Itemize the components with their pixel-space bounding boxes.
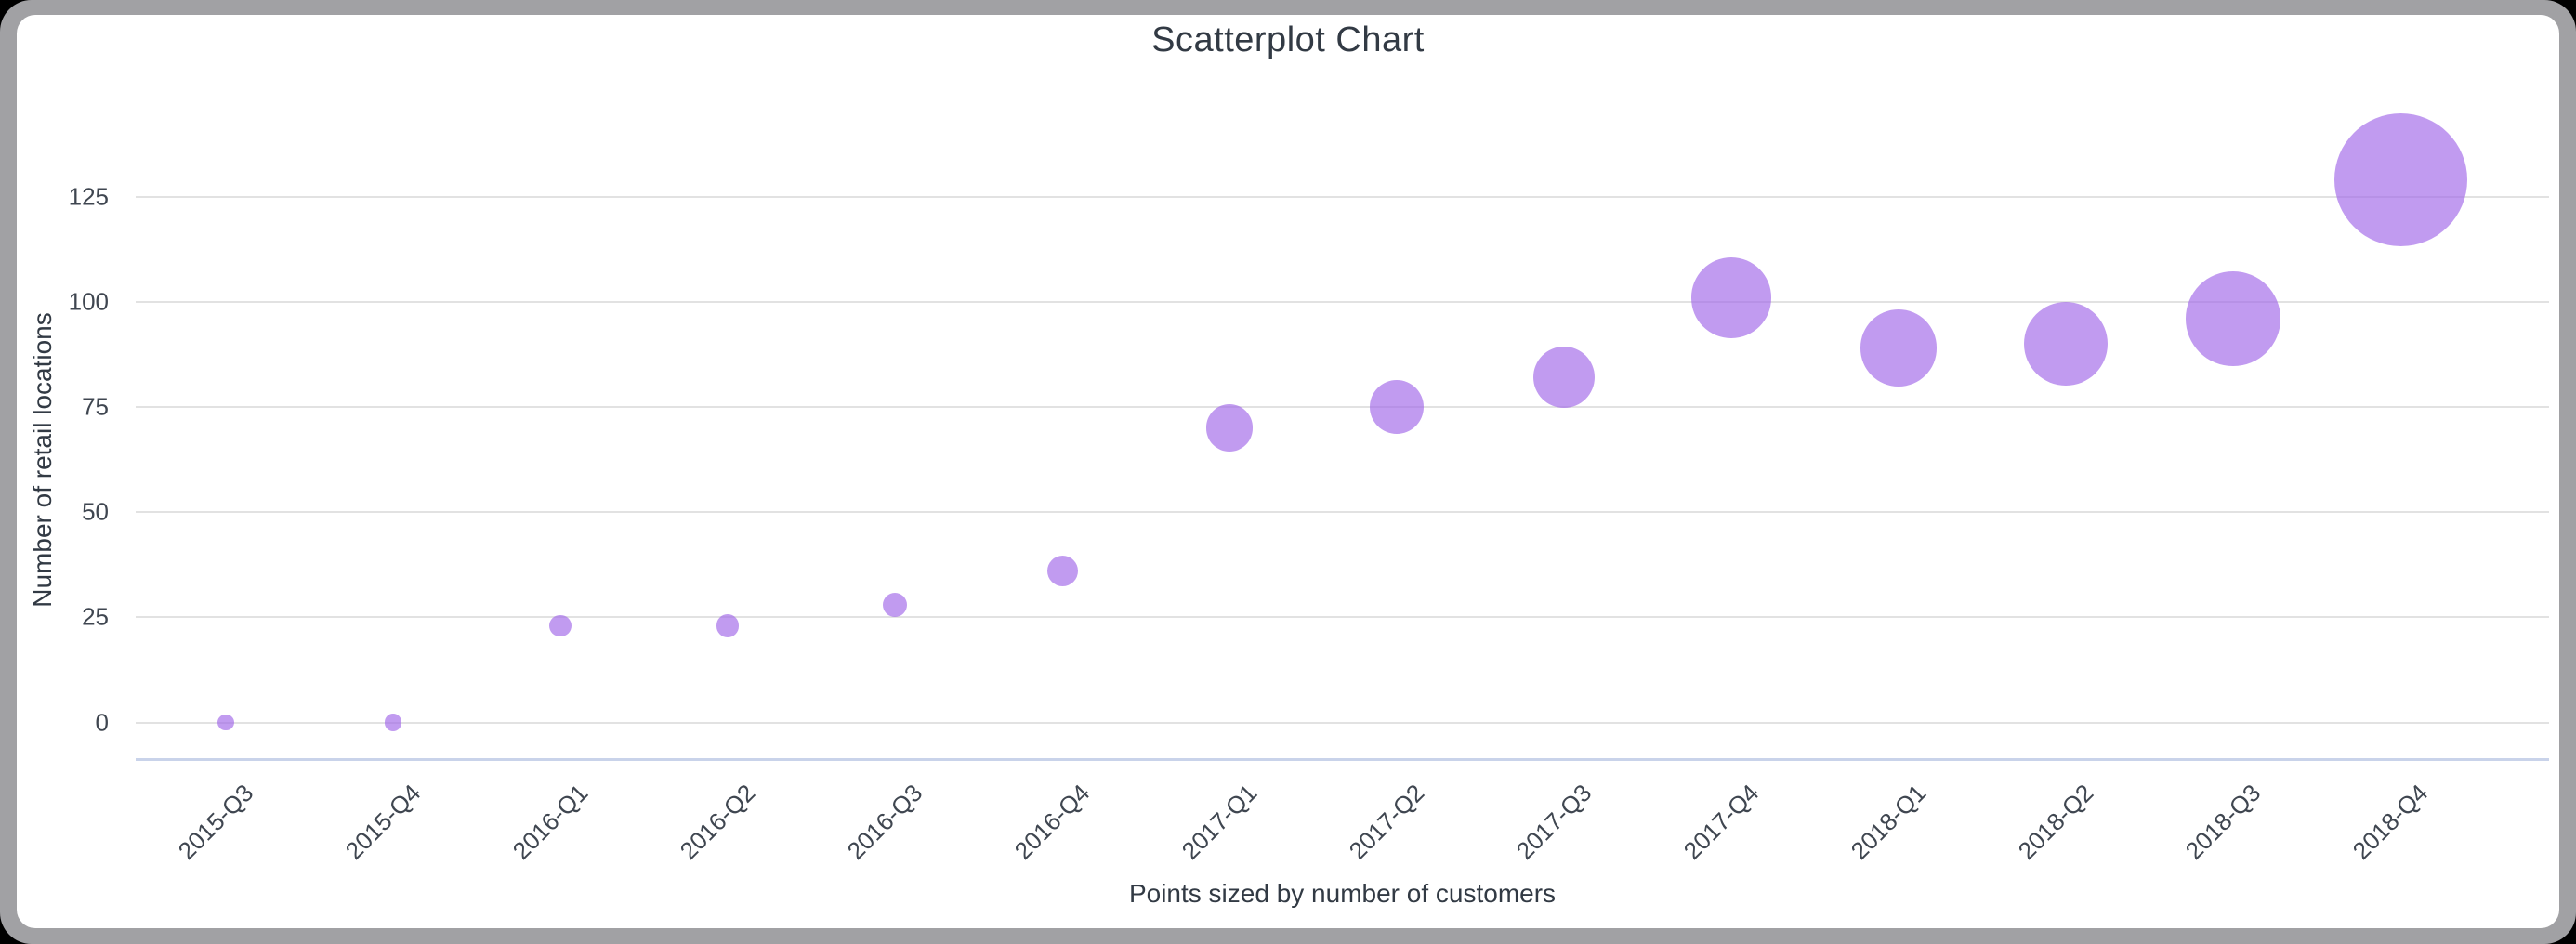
y-tick-label-0: 0 (95, 708, 109, 736)
x-tick-label-2016-Q3: 2016-Q3 (841, 779, 928, 865)
gridline-y-50 (136, 511, 2549, 514)
x-tick-label-2016-Q2: 2016-Q2 (674, 779, 761, 865)
data-point-2018-Q3[interactable] (2186, 271, 2280, 366)
y-tick-label-50: 50 (82, 497, 109, 526)
x-tick-label-2017-Q1: 2017-Q1 (1176, 779, 1263, 865)
data-point-2017-Q4[interactable] (1690, 257, 1772, 338)
x-tick-label-2017-Q2: 2017-Q2 (1343, 779, 1430, 865)
gridline-y-0 (136, 721, 2549, 724)
x-tick-label-2017-Q4: 2017-Q4 (1677, 779, 1765, 865)
x-axis-line (136, 758, 2549, 761)
y-tick-label-75: 75 (82, 392, 109, 421)
data-point-2018-Q2[interactable] (2023, 301, 2109, 387)
x-axis-title: Points sized by number of customers (1128, 879, 1557, 908)
gridline-y-125 (136, 195, 2549, 198)
gridline-y-25 (136, 616, 2549, 619)
y-tick-label-100: 100 (68, 287, 109, 316)
x-tick-label-2018-Q3: 2018-Q3 (2179, 779, 2267, 865)
x-tick-label-2015-Q4: 2015-Q4 (339, 779, 427, 865)
chart-canvas (17, 15, 2559, 928)
y-tick-label-125: 125 (68, 182, 109, 211)
x-tick-label-2018-Q2: 2018-Q2 (2012, 779, 2099, 865)
data-point-2017-Q3[interactable] (1533, 347, 1595, 409)
data-point-2015-Q3[interactable] (217, 714, 234, 731)
data-point-2018-Q1[interactable] (1860, 309, 1938, 387)
data-point-2016-Q3[interactable] (883, 592, 907, 617)
x-tick-label-2015-Q3: 2015-Q3 (172, 779, 259, 865)
x-tick-label-2016-Q4: 2016-Q4 (1008, 779, 1096, 865)
x-tick-label-2018-Q4: 2018-Q4 (2346, 779, 2434, 865)
y-tick-label-25: 25 (82, 602, 109, 631)
data-point-2015-Q4[interactable] (384, 714, 402, 731)
x-tick-label-2016-Q1: 2016-Q1 (506, 779, 594, 865)
data-point-2016-Q2[interactable] (716, 614, 740, 637)
data-point-2016-Q1[interactable] (549, 614, 572, 637)
data-point-2016-Q4[interactable] (1046, 556, 1078, 587)
data-point-2018-Q4[interactable] (2333, 113, 2467, 247)
gridline-y-100 (136, 300, 2549, 303)
y-axis-title: Number of retail locations (28, 311, 57, 608)
x-tick-label-2018-Q1: 2018-Q1 (1845, 779, 1932, 865)
x-tick-label-2017-Q3: 2017-Q3 (1510, 779, 1597, 865)
data-point-2017-Q2[interactable] (1370, 380, 1424, 435)
data-point-2017-Q1[interactable] (1205, 404, 1254, 452)
chart-title: Scatterplot Chart (1151, 20, 1425, 59)
gridline-y-75 (136, 406, 2549, 409)
